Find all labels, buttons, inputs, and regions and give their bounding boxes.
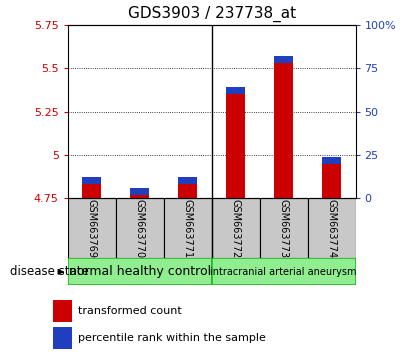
Text: GSM663769: GSM663769 [87,199,97,258]
Bar [164,198,212,258]
Text: intracranial arterial aneurysm: intracranial arterial aneurysm [210,267,357,277]
Bar [116,198,164,258]
Bar [82,184,102,198]
Bar [274,56,293,63]
Text: normal healthy control: normal healthy control [69,265,211,278]
Bar [82,177,102,184]
Text: disease state: disease state [10,266,89,278]
Bar [178,184,197,198]
Bar [178,177,197,184]
Text: GSM663771: GSM663771 [183,199,193,258]
Bar [53,300,72,322]
Bar [226,94,245,198]
Bar [130,188,149,195]
Bar [226,87,245,94]
Text: GSM663773: GSM663773 [279,199,289,258]
Bar [274,63,293,198]
Bar [307,198,356,258]
Title: GDS3903 / 237738_at: GDS3903 / 237738_at [127,6,296,22]
Text: GSM663770: GSM663770 [135,199,145,258]
Text: GSM663772: GSM663772 [231,199,240,258]
Text: GSM663774: GSM663774 [327,199,337,258]
Bar [212,198,260,258]
Text: transformed count: transformed count [78,306,182,316]
Bar [53,327,72,349]
Text: percentile rank within the sample: percentile rank within the sample [78,333,266,343]
Bar [68,258,212,285]
Bar [260,198,307,258]
Bar [68,198,116,258]
Bar [322,164,341,198]
Bar [130,195,149,198]
Bar [322,156,341,164]
Bar [212,258,356,285]
